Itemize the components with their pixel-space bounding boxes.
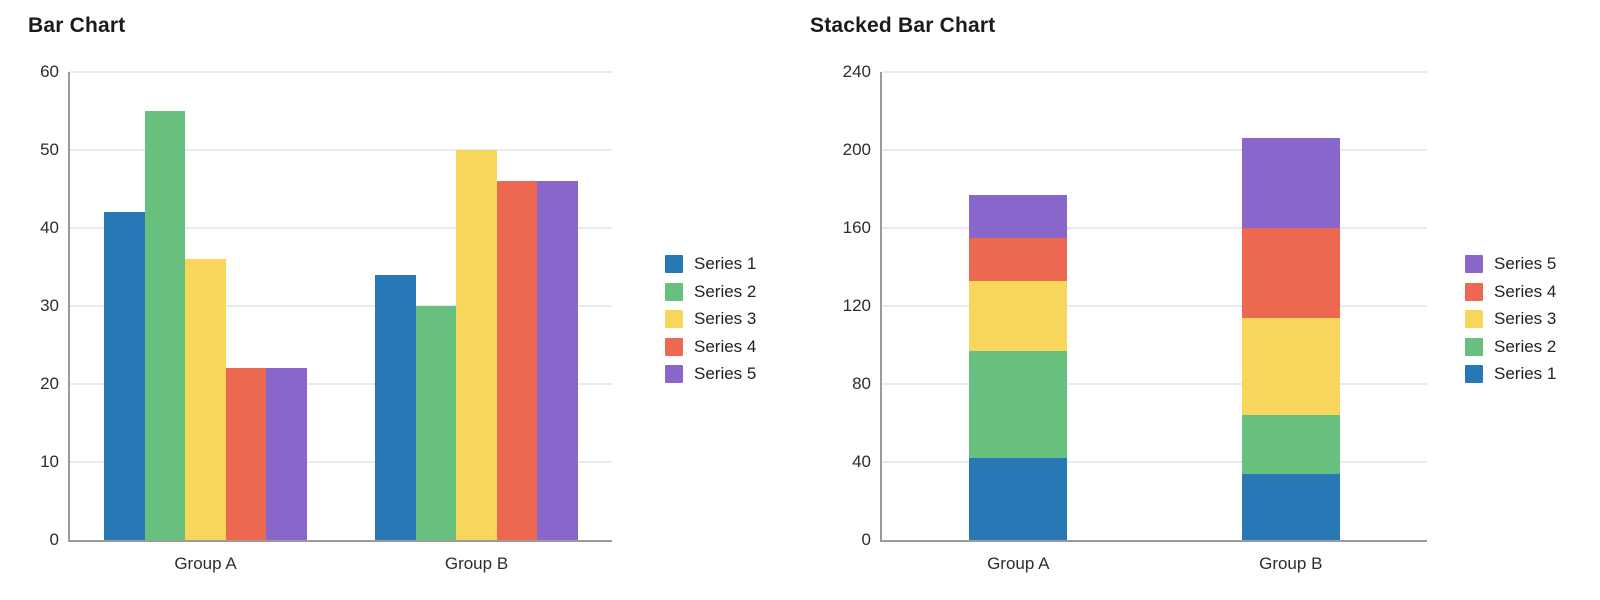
- bar-segment: [969, 280, 1068, 351]
- y-tick-label: 120: [842, 296, 871, 315]
- x-category-label: Group A: [174, 554, 237, 573]
- bar: [496, 181, 538, 540]
- legend-item: Series 1: [665, 254, 757, 273]
- y-tick-label: 200: [842, 140, 871, 159]
- x-category-label: Group A: [987, 554, 1050, 573]
- bar: [103, 212, 145, 540]
- grouped-bar-chart: Bar Chart 0 10 20 30 40 50 60 Group A Group B Se…: [28, 14, 757, 573]
- chart-title: Stacked Bar Chart: [810, 14, 996, 37]
- bar: [225, 368, 267, 540]
- gridline: [70, 461, 612, 463]
- bar: [374, 274, 416, 540]
- y-tick-label: 0: [861, 530, 871, 549]
- bar-segment: [1241, 138, 1340, 228]
- bar-segment: [969, 194, 1068, 238]
- bar-segment: [1241, 415, 1340, 474]
- y-tick-label: 60: [40, 62, 59, 81]
- x-category-label: Group B: [1259, 554, 1323, 573]
- legend-swatch: [665, 282, 683, 301]
- gridline: [70, 383, 612, 385]
- y-tick-label: 80: [852, 374, 871, 393]
- gridline: [882, 227, 1427, 229]
- legend-label: Series 2: [694, 281, 757, 301]
- bar-segment: [969, 350, 1068, 459]
- legend-label: Series 4: [1494, 281, 1557, 301]
- bar-segment: [969, 237, 1068, 281]
- gridline: [70, 149, 612, 151]
- y-tick-label: 30: [40, 296, 59, 315]
- legend-label: Series 1: [1494, 364, 1557, 383]
- y-tick-label: 0: [49, 530, 59, 549]
- legend: Series 5 Series 4 Series 3 Series 2 Series 1: [1465, 254, 1557, 383]
- legend-item: Series 3: [1465, 309, 1557, 328]
- legend-label: Series 3: [694, 309, 757, 328]
- gridline: [882, 71, 1427, 73]
- gridline: [70, 227, 612, 229]
- legend: Series 1 Series 2 Series 3 Series 4 Series 5: [665, 254, 757, 383]
- gridline: [882, 305, 1427, 307]
- y-tick-label: 40: [852, 452, 871, 471]
- bar-segment: [1241, 317, 1340, 416]
- plot-area: 0 10 20 30 40 50 60 Group A Group B: [40, 62, 612, 573]
- gridline: [882, 461, 1427, 463]
- bar-segment: [1241, 473, 1340, 540]
- legend-swatch: [1465, 282, 1483, 301]
- legend-label: Series 5: [694, 364, 757, 383]
- bar: [537, 181, 579, 540]
- legend-item: Series 2: [1465, 336, 1557, 356]
- legend-label: Series 4: [694, 336, 757, 356]
- legend-swatch: [665, 365, 683, 383]
- legend-swatch: [1465, 337, 1483, 356]
- legend-label: Series 2: [1494, 336, 1557, 356]
- gridline: [882, 149, 1427, 151]
- legend-swatch: [1465, 255, 1483, 273]
- gridline: [882, 383, 1427, 385]
- stacked-bar-chart: Stacked Bar Chart 0 40 80 120 160 200 240 Group…: [800, 0, 1600, 600]
- legend-item: Series 3: [665, 309, 757, 328]
- legend-item: Series 4: [1465, 281, 1557, 301]
- legend-label: Series 5: [1494, 254, 1557, 273]
- x-category-label: Group B: [444, 554, 509, 573]
- bar: [185, 259, 226, 540]
- legend-swatch: [1465, 310, 1483, 328]
- y-tick-label: 10: [40, 452, 59, 471]
- legend-swatch: [665, 310, 683, 328]
- legend-swatch: [665, 255, 683, 273]
- y-tick-label: 160: [842, 218, 871, 237]
- legend-label: Series 1: [694, 254, 757, 273]
- y-tick-label: 240: [842, 62, 871, 81]
- legend-item: Series 2: [665, 281, 757, 301]
- bar: [144, 111, 186, 540]
- legend-item: Series 5: [665, 364, 757, 383]
- legend-swatch: [665, 337, 683, 356]
- plot-area: 0 40 80 120 160 200 240 Group A Group B: [843, 62, 1427, 573]
- bar: [266, 368, 308, 540]
- bar: [415, 306, 457, 540]
- y-tick-label: 50: [40, 140, 59, 159]
- bar-segment: [1241, 228, 1340, 318]
- legend-label: Series 3: [1494, 309, 1557, 328]
- legend-item: Series 1: [1465, 364, 1557, 383]
- gridline: [70, 71, 612, 73]
- legend-item: Series 5: [1465, 254, 1557, 273]
- gridline: [70, 305, 612, 307]
- legend-swatch: [1465, 365, 1483, 383]
- y-tick-label: 40: [40, 218, 59, 237]
- bar-segment: [969, 458, 1068, 540]
- chart-title: Bar Chart: [28, 14, 126, 37]
- bar: [456, 150, 497, 540]
- y-tick-label: 20: [40, 374, 59, 393]
- legend-item: Series 4: [665, 336, 757, 356]
